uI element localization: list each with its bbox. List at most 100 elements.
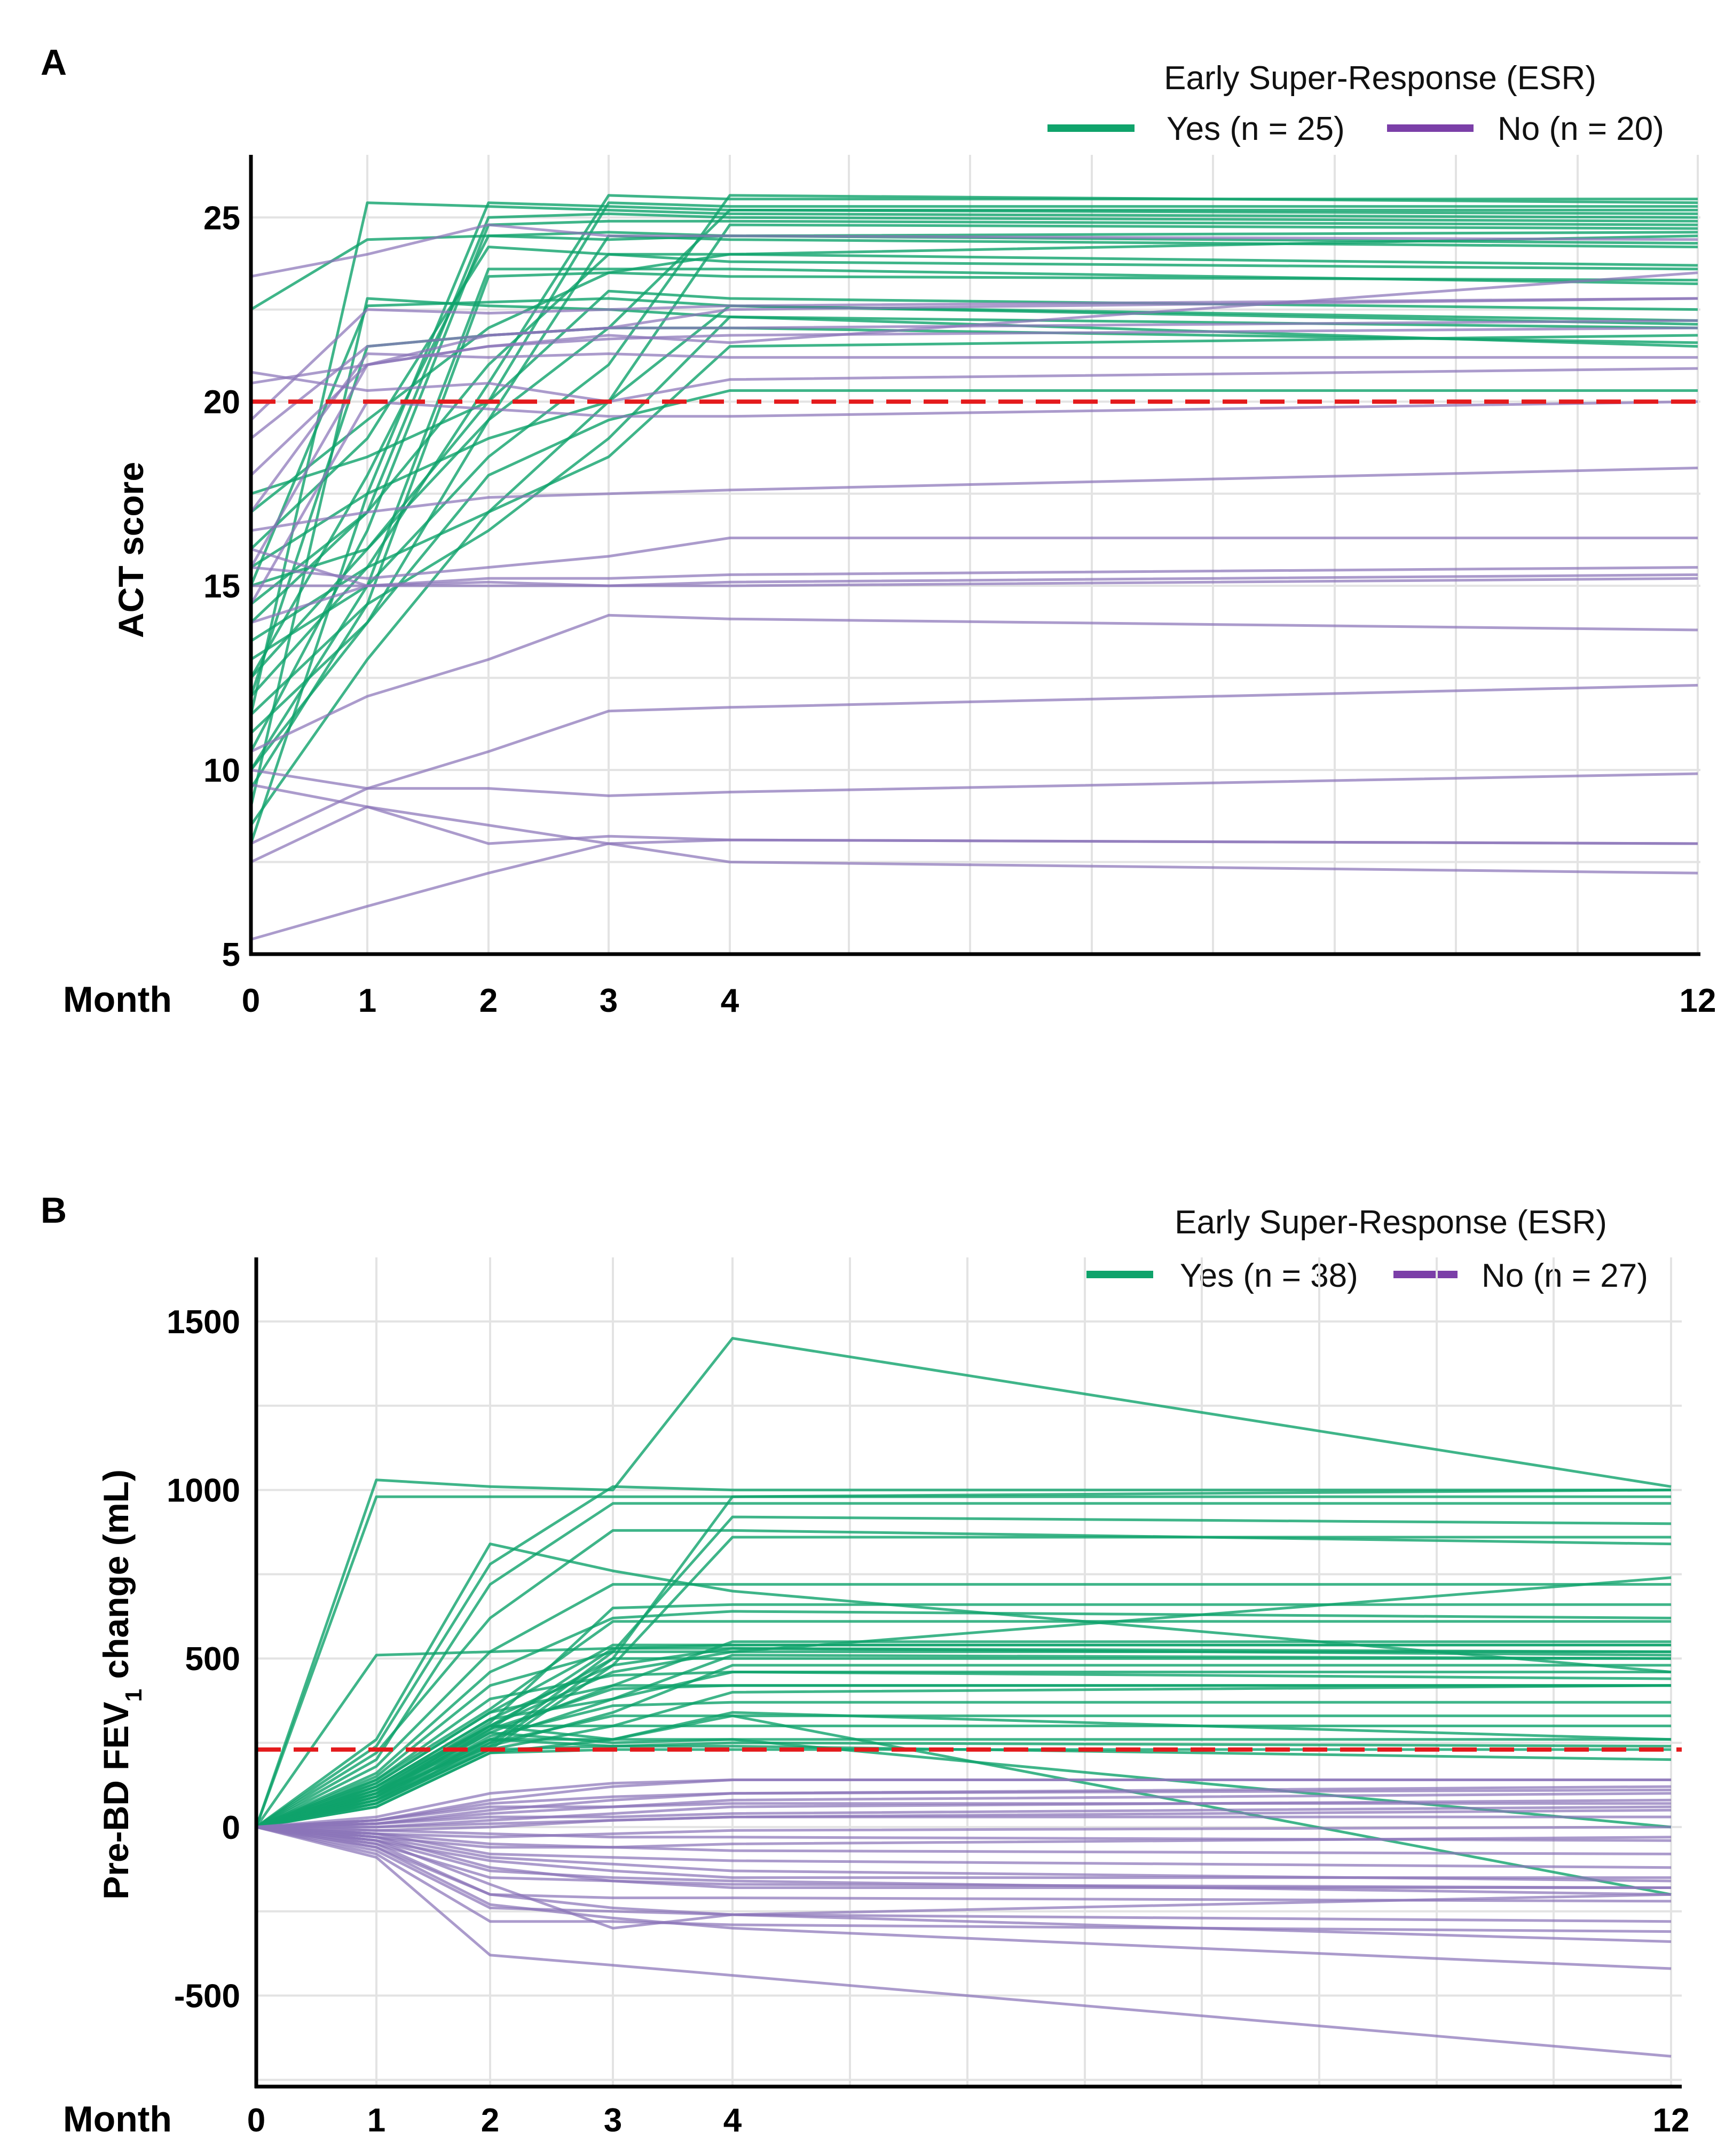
panel-b-x-tick-label: 1	[367, 2102, 385, 2139]
panel-b-series-line-no-49	[256, 1825, 1672, 1933]
panel-a-series-line-yes-20	[250, 223, 1698, 569]
panel-a-series-line-yes-1	[249, 201, 1698, 715]
panel-a-letter: A	[41, 42, 67, 83]
panel-b-series-line-no-59	[256, 1825, 1672, 1943]
panel-b-y-tick-label: 1000	[167, 1473, 240, 1509]
panel-a-x-axis-label: Month	[63, 979, 172, 1020]
panel-b-x-axis-label: Month	[63, 2099, 172, 2139]
panel-a-y-tick-label: 20	[203, 384, 240, 421]
panel-a-series-line-yes-11	[250, 267, 1698, 661]
panel-a-series	[249, 194, 1698, 941]
panel-b-x-tick-labels: 0 1 2 3 4 12	[247, 2102, 1690, 2139]
panel-a-series-line-no-39	[250, 768, 1698, 797]
panel-b-y-tick-labels: -500 0 500 1000 1500	[167, 1304, 240, 2015]
panel-b-fev1-change-chart: B Early Super-Response (ESR) Yes (n = 38…	[41, 1190, 1689, 2139]
panel-b-x-tick-label: 0	[247, 2102, 265, 2139]
panel-a-legend-yes-label: Yes (n = 25)	[1167, 111, 1345, 147]
panel-a-series-line-no-44	[250, 297, 1698, 421]
panel-b-series-line-yes-2	[255, 1495, 1671, 1828]
panel-b-y-axis-label: Pre-BD FEV1 change (mL)	[96, 1469, 147, 1900]
panel-b-legend-yes-label: Yes (n = 38)	[1180, 1257, 1358, 1294]
panel-b-series-line-no-62	[256, 1825, 1672, 1855]
panel-a-series-line-no-30	[250, 367, 1698, 403]
panel-b-series-line-yes-36	[256, 1701, 1671, 1829]
panel-a-x-tick-label: 0	[242, 982, 260, 1019]
panel-b-series	[255, 1337, 1672, 2058]
panel-b-series-line-no-61	[256, 1815, 1671, 1829]
panel-a-series-line-no-37	[250, 613, 1698, 753]
panel-a-series-line-yes-19	[250, 209, 1698, 679]
panel-a-x-tick-label: 2	[479, 982, 498, 1019]
panel-a-series-line-yes-9	[250, 212, 1698, 624]
panel-b-series-line-yes-8	[255, 1583, 1671, 1829]
panel-a-series-line-yes-17	[250, 289, 1698, 495]
panel-a-series-line-yes-4	[249, 297, 1698, 807]
panel-a-series-line-yes-18	[249, 194, 1698, 771]
panel-a-series-line-no-27	[250, 326, 1698, 385]
panel-b-axes	[254, 1257, 1682, 2089]
panel-a-series-line-no-35	[250, 577, 1698, 624]
panel-a-series-line-no-41	[250, 805, 1698, 863]
panel-b-series-line-yes-32	[256, 1643, 1671, 1829]
panel-a-y-tick-label: 25	[203, 200, 240, 237]
panel-b-legend-no-label: No (n = 27)	[1482, 1257, 1648, 1294]
panel-b-series-line-no-60	[256, 1825, 1672, 1970]
panel-b-series-line-yes-34	[256, 1603, 1671, 1829]
panel-a-y-tick-label: 5	[222, 937, 240, 973]
panel-b-series-line-no-57	[256, 1825, 1672, 1842]
panel-a-series-line-yes-24	[250, 389, 1698, 771]
panel-b-series-line-no-63	[256, 1785, 1672, 1829]
panel-b-series-line-yes-5	[255, 1485, 1671, 1828]
panel-b-legend: Early Super-Response (ESR) Yes (n = 38) …	[1086, 1204, 1648, 1294]
panel-a-legend: Early Super-Response (ESR) Yes (n = 25) …	[1047, 60, 1664, 147]
panel-b-y-tick-label: 500	[185, 1641, 240, 1678]
panel-a-series-line-yes-10	[250, 246, 1698, 550]
panel-a-series-line-no-38	[250, 683, 1698, 845]
panel-a-series-line-no-36	[250, 537, 1698, 580]
panel-a-series-line-no-34	[251, 566, 1698, 587]
panel-a-series-line-yes-7	[249, 219, 1698, 752]
panel-b-series-line-yes-24	[256, 1748, 1671, 1829]
panel-b-series-line-yes-10	[256, 1650, 1671, 1829]
panel-b-series-line-no-64	[256, 1825, 1672, 1896]
panel-b-series-line-no-55	[256, 1779, 1671, 1829]
panel-a-legend-no-label: No (n = 20)	[1498, 111, 1664, 147]
panel-b-series-line-yes-6	[255, 1502, 1671, 1829]
panel-a-act-score-chart: A Early Super-Response (ESR) Yes (n = 25…	[41, 42, 1716, 1020]
panel-b-series-line-no-65	[256, 1805, 1672, 1829]
panel-b-y-axis-label-main: Pre-BD FEV	[96, 1702, 136, 1899]
panel-b-y-tick-label: 1500	[167, 1304, 240, 1341]
panel-b-y-axis-label-rest: change (mL)	[96, 1469, 136, 1689]
panel-b-series-line-yes-38	[256, 1647, 1672, 1829]
panel-a-x-tick-label: 1	[358, 982, 376, 1019]
panel-a-y-tick-labels: 5 10 15 20 25	[203, 200, 240, 973]
panel-b-series-line-no-58	[256, 1825, 1672, 1883]
panel-b-series-line-yes-1	[255, 1337, 1672, 1828]
panel-b-legend-title: Early Super-Response (ESR)	[1175, 1204, 1607, 1241]
panel-b-series-line-yes-35	[256, 1684, 1671, 1829]
panel-a-x-tick-labels: 0 1 2 3 4 12	[242, 982, 1716, 1019]
panel-b-series-line-no-48	[256, 1825, 1672, 1923]
panel-b-x-tick-label: 3	[604, 2102, 622, 2139]
panel-a-series-line-no-26	[250, 223, 1698, 278]
panel-a-x-tick-label: 12	[1680, 982, 1716, 1019]
panel-a-series-line-yes-13	[250, 194, 1698, 697]
panel-a-series-line-no-33	[250, 466, 1698, 532]
panel-b-x-tick-label: 12	[1653, 2102, 1690, 2139]
panel-a-x-tick-label: 3	[600, 982, 618, 1019]
panel-a-y-axis-label: ACT score	[111, 462, 151, 638]
panel-a-series-line-no-45	[250, 547, 1698, 587]
panel-a-series-line-yes-15	[250, 234, 1698, 734]
panel-a-series-line-yes-23	[250, 334, 1698, 642]
panel-a-x-tick-label: 4	[721, 982, 739, 1019]
panel-a-series-line-yes-12	[249, 271, 1698, 789]
panel-a-series-line-no-40	[250, 783, 1698, 875]
panel-a-series-line-yes-14	[250, 201, 1698, 587]
panel-a-y-tick-label: 10	[203, 752, 240, 789]
panel-b-series-line-yes-9	[255, 1610, 1672, 1829]
panel-a-series-line-yes-16	[250, 253, 1698, 605]
panel-a-series-line-no-43	[250, 271, 1698, 477]
panel-b-series-line-yes-7	[255, 1529, 1672, 1829]
panel-b-x-tick-label: 2	[481, 2102, 499, 2139]
